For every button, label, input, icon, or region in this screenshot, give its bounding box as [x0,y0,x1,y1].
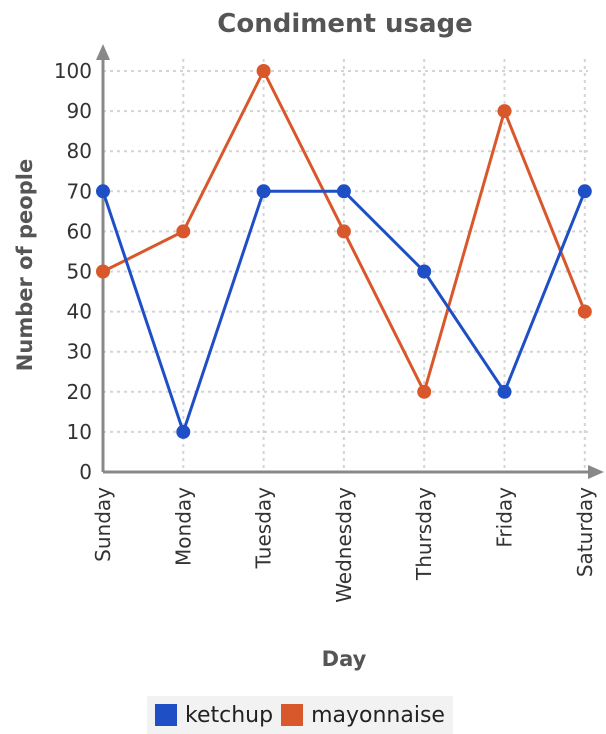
data-point-ketchup[interactable] [577,184,592,199]
legend-swatch-ketchup [155,704,177,726]
x-tick-label: Tuesday [252,487,276,570]
x-axis-title: Day [322,647,367,671]
data-point-mayonnaise[interactable] [497,104,512,119]
data-point-mayonnaise[interactable] [176,224,191,239]
y-tick-label: 100 [54,59,92,83]
x-tick-label: Wednesday [332,487,356,603]
y-tick-label: 10 [67,420,92,444]
data-point-mayonnaise[interactable] [96,264,110,279]
data-point-ketchup[interactable] [176,424,191,439]
y-tick-label: 50 [67,260,92,284]
legend-item-ketchup[interactable]: ketchup [155,703,273,728]
legend-swatch-mayonnaise [281,704,304,726]
data-point-ketchup[interactable] [256,184,271,199]
x-tick-label: Monday [171,487,195,566]
y-tick-label: 70 [67,179,92,203]
y-tick-label: 0 [79,460,92,484]
data-point-ketchup[interactable] [96,184,110,199]
chart-title: Condiment usage [217,9,472,39]
data-point-ketchup[interactable] [336,184,351,199]
legend: ketchup mayonnaise [147,696,453,734]
y-axis-arrow [96,44,110,60]
x-tick-label: Saturday [573,487,597,577]
legend-label-ketchup: ketchup [185,702,274,728]
data-point-mayonnaise[interactable] [256,64,271,78]
y-axis-title: Number of people [13,159,37,371]
data-point-mayonnaise[interactable] [417,384,432,399]
grid [103,59,588,472]
x-tick-label: Friday [493,487,517,548]
y-tick-label: 60 [67,219,92,243]
x-tick-label: Thursday [412,487,436,581]
data-point-mayonnaise[interactable] [577,304,592,319]
x-axis-arrow [588,465,604,479]
series [96,64,592,439]
x-tick-label: Sunday [91,487,115,562]
series-ketchup [96,184,592,439]
y-tick-labels: 0 10 20 30 40 50 60 70 80 90 100 [54,59,92,484]
data-point-ketchup[interactable] [417,264,432,279]
y-tick-label: 40 [67,300,92,324]
y-tick-label: 80 [67,139,92,163]
y-tick-label: 90 [67,99,92,123]
data-point-mayonnaise[interactable] [336,224,351,239]
y-tick-label: 30 [67,340,92,364]
x-tick-labels: Sunday Monday Tuesday Wednesday Thursday Frid… [91,487,597,603]
series-mayonnaise [96,64,592,399]
data-point-ketchup[interactable] [497,384,512,399]
axes [96,44,604,479]
legend-label-mayonnaise: mayonnaise [311,702,445,728]
legend-item-mayonnaise[interactable]: mayonnaise [281,703,445,728]
y-tick-label: 20 [67,380,92,404]
